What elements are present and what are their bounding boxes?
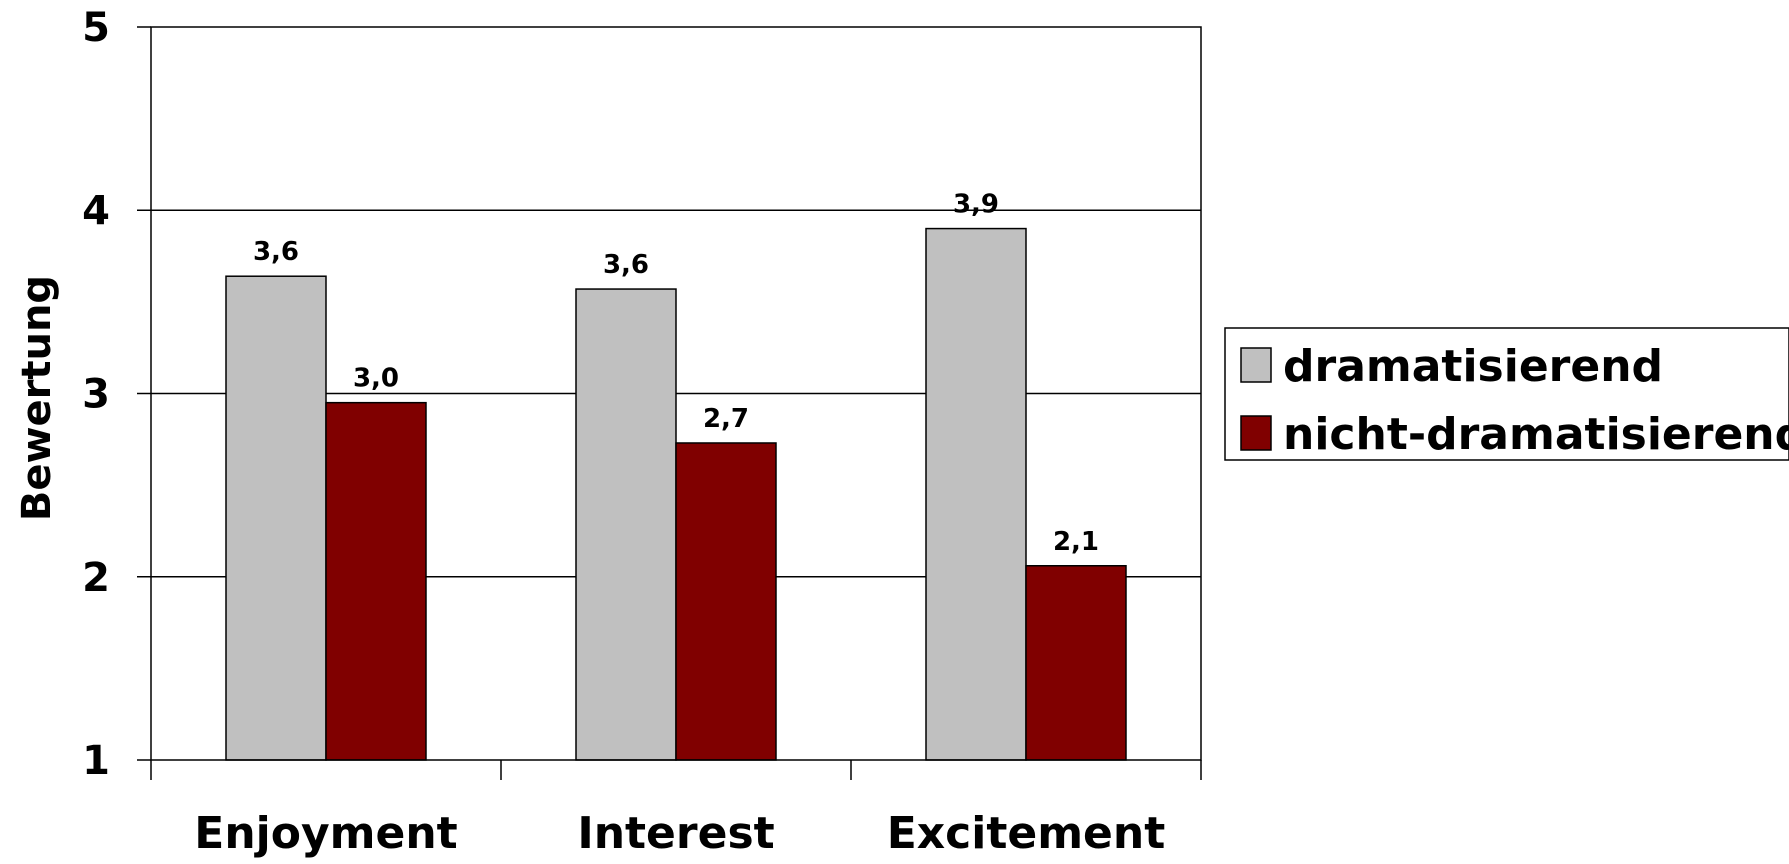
x-category-label-excitement: Excitement: [887, 808, 1166, 859]
y-tick-label-2: 2: [82, 555, 110, 601]
bar-interest-nicht-dramatisierend: [675, 442, 777, 761]
data-label-enjoyment-nicht-dramatisierend: 3,0: [353, 364, 399, 394]
bars: [225, 227, 1127, 761]
data-label-excitement-nicht-dramatisierend: 2,1: [1053, 527, 1099, 557]
bar-excitement-nicht-dramatisierend: [1025, 565, 1127, 761]
y-tick-label-3: 3: [82, 372, 110, 418]
legend-swatch-dramatisierend: [1240, 347, 1272, 383]
legend-label-dramatisierend: dramatisierend: [1283, 341, 1663, 392]
x-axis-categories: Enjoyment Interest Excitement: [150, 760, 1202, 859]
data-label-enjoyment-dramatisierend: 3,6: [253, 237, 299, 267]
bar-enjoyment-dramatisierend: [225, 275, 327, 761]
x-category-label-enjoyment: Enjoyment: [194, 808, 457, 859]
y-tick-label-1: 1: [82, 738, 110, 784]
y-tick-label-5: 5: [82, 5, 110, 51]
y-axis-ticks: 1 2 3 4 5: [82, 5, 151, 784]
x-category-label-interest: Interest: [577, 808, 774, 859]
data-labels: 3,6 3,0 3,6 2,7 3,9 2,1: [253, 190, 1099, 557]
bar-excitement-dramatisierend: [925, 227, 1027, 761]
legend: dramatisierend nicht-dramatisierend: [1224, 327, 1789, 461]
bar-interest-dramatisierend: [575, 288, 677, 761]
data-label-interest-dramatisierend: 3,6: [603, 250, 649, 280]
legend-box: [1224, 327, 1789, 461]
legend-swatch-nicht-dramatisierend: [1240, 415, 1272, 451]
bar-enjoyment-nicht-dramatisierend: [325, 401, 427, 761]
data-label-interest-nicht-dramatisierend: 2,7: [703, 404, 749, 434]
legend-label-nicht-dramatisierend: nicht-dramatisierend: [1283, 409, 1789, 460]
data-label-excitement-dramatisierend: 3,9: [953, 190, 999, 220]
y-tick-label-4: 4: [82, 188, 110, 234]
y-axis-title: Bewertung: [14, 275, 60, 521]
